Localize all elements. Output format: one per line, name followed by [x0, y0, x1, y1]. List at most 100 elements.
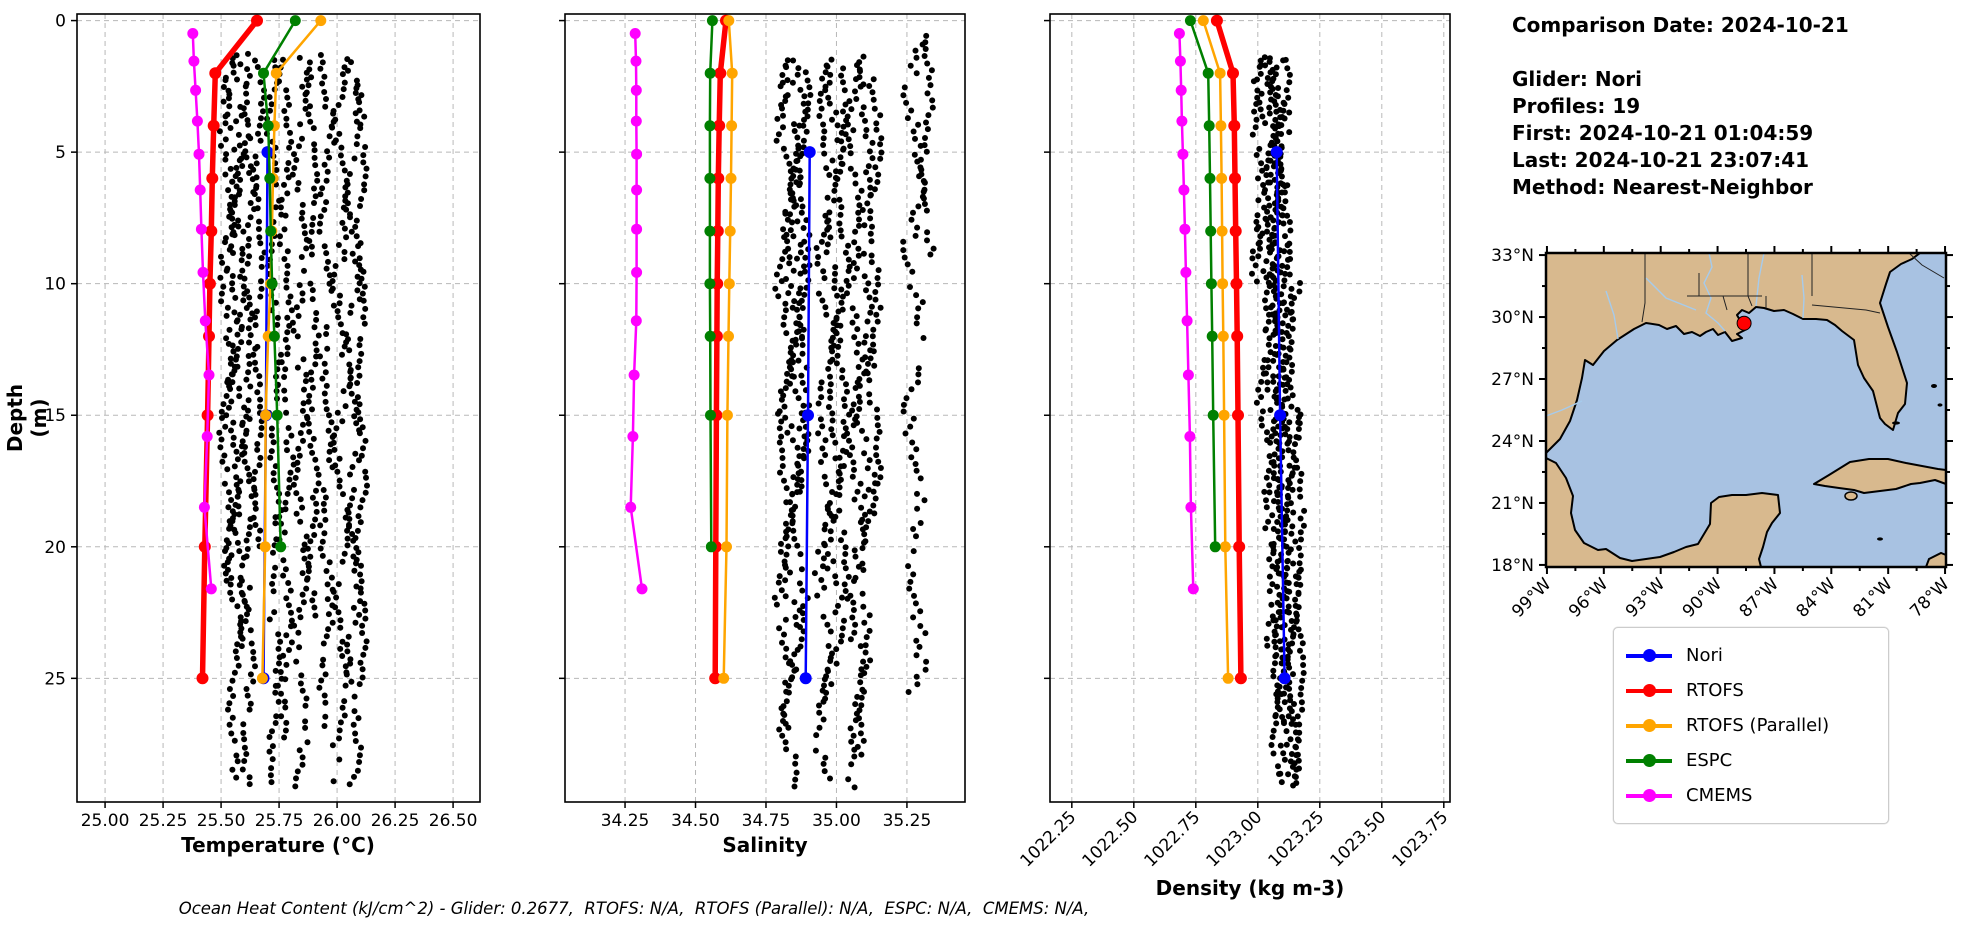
- glider-dot: [360, 651, 367, 658]
- glider-dot: [245, 242, 252, 249]
- glider-dot: [1295, 589, 1302, 596]
- glider-dot: [1258, 394, 1265, 400]
- legend-label: RTOFS (Parallel): [1686, 715, 1830, 736]
- series-marker: [636, 583, 648, 595]
- glider-dot: [1267, 89, 1274, 96]
- glider-dot: [847, 143, 854, 150]
- glider-dot: [353, 85, 360, 92]
- glider-dot: [1291, 295, 1298, 301]
- glider-dot: [1255, 175, 1261, 182]
- glider-dot: [356, 401, 363, 408]
- glider-dot: [824, 621, 831, 628]
- series-marker: [630, 315, 642, 327]
- glider-dot: [1266, 58, 1273, 65]
- glider-dot: [794, 444, 801, 451]
- glider-dot: [839, 293, 846, 300]
- glider-dot: [360, 445, 366, 452]
- glider-dot: [1292, 602, 1299, 609]
- glider-dot: [1295, 426, 1302, 432]
- glider-dot: [832, 573, 839, 580]
- glider-dot: [1265, 620, 1272, 627]
- glider-dot: [252, 468, 258, 475]
- glider-dot: [865, 486, 872, 493]
- glider-dot: [357, 598, 364, 605]
- glider-dot: [277, 638, 284, 645]
- glider-dot: [1271, 240, 1278, 247]
- glider-dot: [781, 477, 787, 484]
- glider-dot: [266, 94, 273, 101]
- glider-dot: [842, 425, 849, 432]
- glider-dot: [290, 327, 297, 334]
- glider-dot: [1272, 101, 1279, 108]
- glider-dot: [288, 609, 294, 616]
- glider-dot: [220, 98, 227, 105]
- glider-dot: [293, 157, 300, 163]
- glider-dot: [827, 358, 834, 365]
- glider-dot: [839, 625, 846, 632]
- glider-dot: [1275, 85, 1282, 91]
- glider-dot: [276, 241, 283, 248]
- glider-dot: [229, 766, 236, 773]
- glider-dot: [1264, 429, 1270, 436]
- glider-dot: [1268, 272, 1275, 279]
- glider-dot: [345, 509, 352, 516]
- glider-dot: [775, 579, 782, 586]
- glider-dot: [782, 414, 789, 421]
- glider-dot: [323, 265, 330, 272]
- glider-dot: [1253, 152, 1260, 158]
- glider-dot: [852, 574, 859, 581]
- glider-dot: [222, 423, 229, 430]
- glider-dot: [319, 662, 326, 669]
- glider-dot: [841, 617, 847, 624]
- glider-dot: [244, 117, 251, 124]
- glider-dot: [246, 170, 253, 176]
- glider-dot: [783, 520, 789, 527]
- glider-dot: [821, 150, 828, 157]
- glider-dot: [239, 766, 246, 773]
- glider-dot: [361, 320, 368, 327]
- glider-dot: [229, 379, 236, 386]
- glider-dot: [820, 613, 827, 620]
- glider-dot: [863, 524, 870, 531]
- glider-dot: [817, 416, 824, 423]
- glider-dot: [869, 333, 876, 340]
- glider-dot: [1287, 697, 1294, 704]
- glider-dot: [911, 151, 918, 158]
- glider-dot: [858, 751, 865, 758]
- glider-dot: [309, 494, 316, 501]
- glider-dot: [913, 70, 920, 77]
- depth-axis-label: Depth (m): [3, 383, 51, 453]
- glider-dot: [849, 444, 856, 451]
- glider-dot: [791, 651, 798, 658]
- series-marker: [704, 172, 716, 184]
- glider-dot: [302, 378, 309, 385]
- glider-dot: [358, 578, 365, 585]
- glider-dot: [343, 177, 350, 184]
- glider-dot: [296, 54, 303, 61]
- glider-dot: [355, 364, 362, 371]
- series-marker: [1197, 15, 1209, 27]
- glider-dot: [863, 634, 870, 641]
- glider-dot: [354, 767, 361, 774]
- series-marker: [1203, 120, 1215, 132]
- series-marker: [1205, 278, 1217, 290]
- glider-scatter: [1249, 54, 1308, 789]
- glider-dot: [900, 92, 907, 99]
- glider-dot: [317, 65, 324, 72]
- glider-dot: [234, 539, 241, 546]
- glider-dot: [335, 581, 342, 588]
- glider-dot: [1282, 387, 1289, 394]
- glider-dot: [785, 290, 792, 297]
- glider-dot: [334, 308, 341, 315]
- glider-dot: [352, 730, 359, 737]
- glider-dot: [234, 76, 240, 83]
- glider-dot: [784, 370, 791, 377]
- glider-dot: [297, 614, 304, 621]
- glider-dot: [782, 307, 789, 314]
- glider-dot: [1293, 617, 1300, 624]
- glider-dot: [1270, 750, 1277, 757]
- glider-dot: [925, 112, 932, 119]
- glider-dot: [242, 618, 249, 625]
- glider-dot: [1280, 750, 1287, 757]
- glider-dot: [256, 234, 263, 241]
